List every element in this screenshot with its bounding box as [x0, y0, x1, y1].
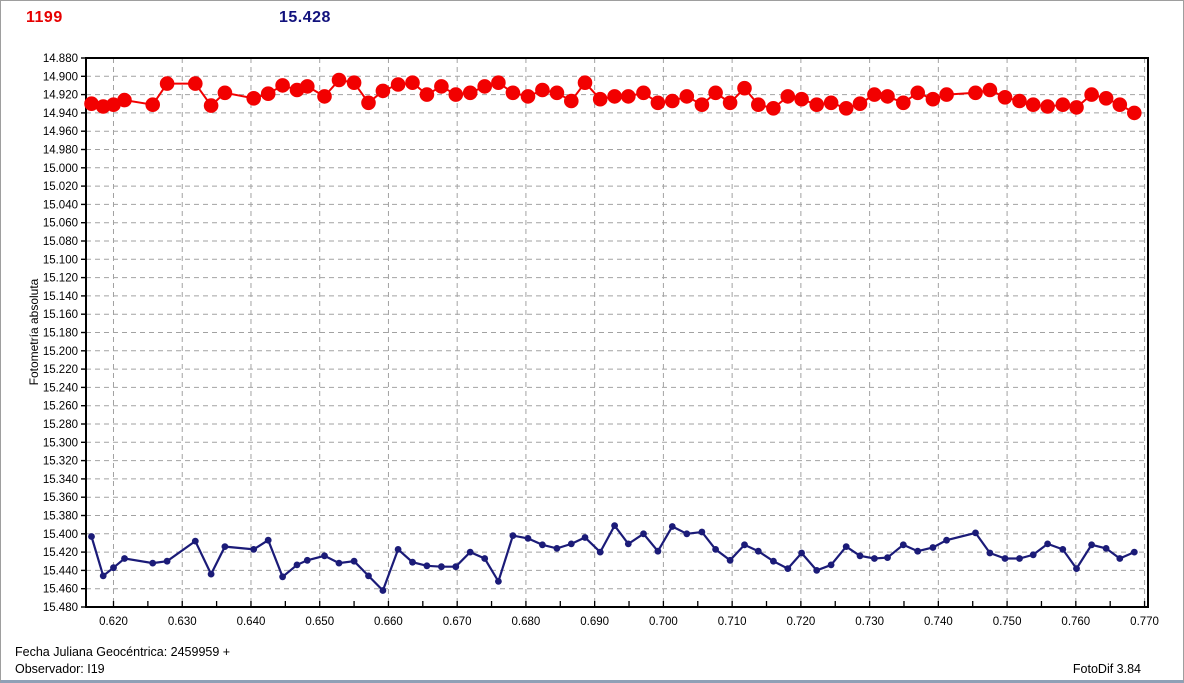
svg-text:15.060: 15.060 [43, 218, 78, 230]
svg-text:15.000: 15.000 [43, 163, 78, 175]
y-axis-title: Fotometría absoluta [27, 278, 41, 386]
svg-text:0.770: 0.770 [1130, 616, 1159, 628]
svg-text:15.240: 15.240 [43, 382, 78, 394]
julian-date-label: Fecha Juliana Geocéntrica: 2459959 + [15, 645, 231, 659]
svg-text:15.080: 15.080 [43, 236, 78, 248]
svg-text:15.460: 15.460 [43, 584, 78, 596]
svg-text:15.480: 15.480 [43, 602, 78, 614]
svg-text:15.340: 15.340 [43, 474, 78, 486]
software-version-label: FotoDif 3.84 [1072, 662, 1141, 676]
svg-text:15.200: 15.200 [43, 346, 78, 358]
svg-text:0.710: 0.710 [718, 616, 747, 628]
svg-text:14.920: 14.920 [43, 90, 78, 102]
svg-text:0.660: 0.660 [374, 616, 403, 628]
svg-text:14.980: 14.980 [43, 145, 78, 157]
svg-text:0.760: 0.760 [1061, 616, 1090, 628]
svg-text:15.040: 15.040 [43, 199, 78, 211]
svg-text:0.730: 0.730 [855, 616, 884, 628]
svg-text:15.180: 15.180 [43, 328, 78, 340]
svg-text:0.680: 0.680 [512, 616, 541, 628]
svg-text:15.320: 15.320 [43, 456, 78, 468]
svg-text:15.220: 15.220 [43, 364, 78, 376]
svg-text:0.630: 0.630 [168, 616, 197, 628]
svg-text:15.440: 15.440 [43, 565, 78, 577]
svg-text:15.360: 15.360 [43, 492, 78, 504]
svg-text:0.690: 0.690 [580, 616, 609, 628]
object-number: 1199 [26, 9, 63, 26]
svg-text:0.720: 0.720 [786, 616, 815, 628]
svg-text:0.670: 0.670 [443, 616, 472, 628]
svg-text:0.740: 0.740 [924, 616, 953, 628]
svg-text:15.160: 15.160 [43, 309, 78, 321]
svg-text:15.260: 15.260 [43, 401, 78, 413]
svg-text:15.280: 15.280 [43, 419, 78, 431]
svg-text:15.140: 15.140 [43, 291, 78, 303]
svg-text:15.400: 15.400 [43, 529, 78, 541]
observer-label: Observador: I19 [15, 662, 105, 676]
svg-text:15.120: 15.120 [43, 273, 78, 285]
svg-text:0.650: 0.650 [305, 616, 334, 628]
svg-text:0.640: 0.640 [237, 616, 266, 628]
svg-text:14.900: 14.900 [43, 71, 78, 83]
svg-text:15.020: 15.020 [43, 181, 78, 193]
svg-text:15.420: 15.420 [43, 547, 78, 559]
svg-text:15.300: 15.300 [43, 437, 78, 449]
mean-magnitude: 15.428 [279, 9, 331, 26]
svg-text:14.960: 14.960 [43, 126, 78, 138]
svg-text:0.620: 0.620 [99, 616, 128, 628]
svg-text:0.700: 0.700 [649, 616, 678, 628]
svg-text:15.100: 15.100 [43, 254, 78, 266]
svg-text:14.940: 14.940 [43, 108, 78, 120]
svg-text:15.380: 15.380 [43, 511, 78, 523]
svg-text:0.750: 0.750 [993, 616, 1022, 628]
svg-text:14.880: 14.880 [43, 53, 78, 65]
